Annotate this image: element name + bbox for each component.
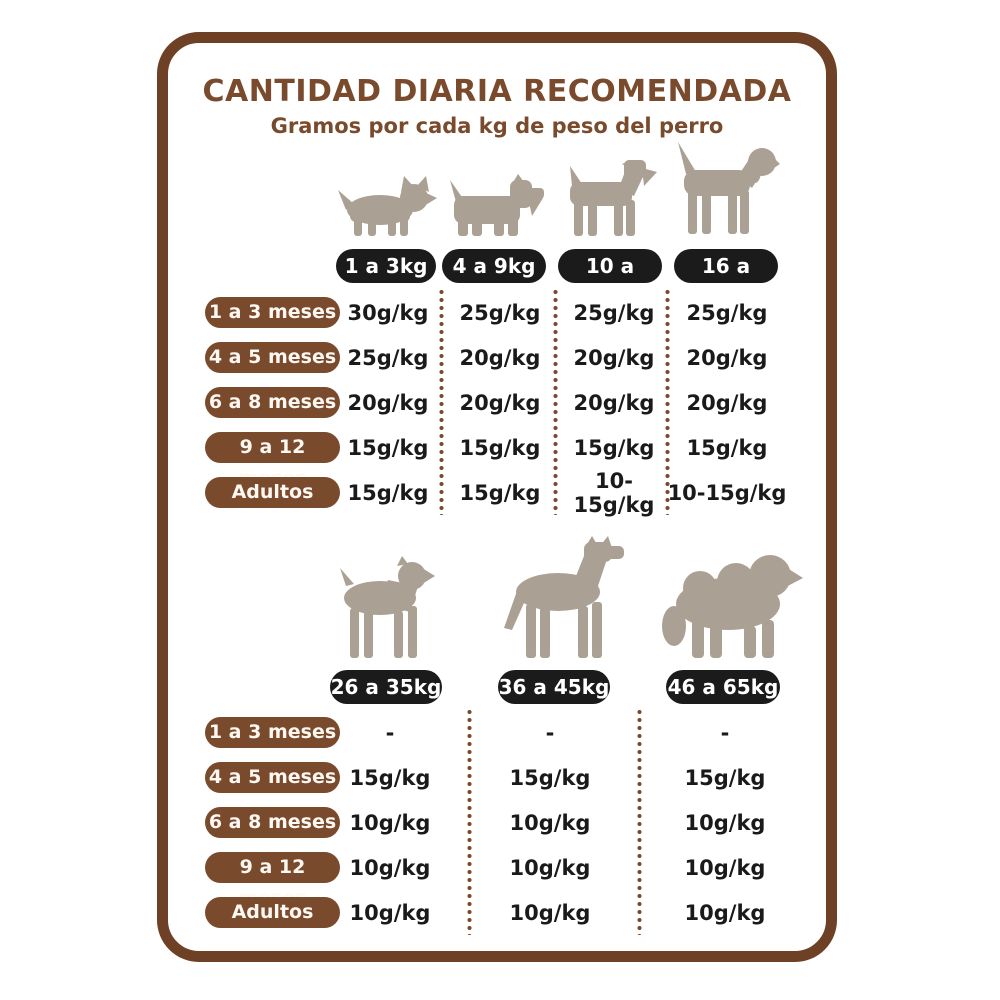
table-row: 4 a 5 meses 25g/kg 20g/kg 20g/kg 20g/kg xyxy=(205,335,790,380)
feeding-value: 15g/kg xyxy=(573,435,655,460)
feeding-value: 20g/kg xyxy=(459,345,541,370)
feeding-value: 20g/kg xyxy=(686,345,768,370)
feeding-value: 25g/kg xyxy=(347,345,429,370)
table-row: 6 a 8 meses 20g/kg 20g/kg 20g/kg 20g/kg xyxy=(205,380,790,425)
boxer-icon xyxy=(330,556,450,660)
age-label-pill: 6 a 8 meses xyxy=(205,387,340,418)
weight-header-pill: 4 a 9kg xyxy=(442,249,546,283)
beagle-icon xyxy=(670,142,780,238)
feeding-value: - xyxy=(545,720,555,745)
weight-header-pill: 1 a 3kg xyxy=(336,249,436,283)
weight-header-pill: 36 a 45kg xyxy=(498,670,610,704)
column-divider-dots xyxy=(665,288,670,515)
feeding-value: 15g/kg xyxy=(347,435,429,460)
column-divider-dots xyxy=(439,288,444,515)
table-row: 9 a 12 meses 10g/kg 10g/kg 10g/kg xyxy=(205,845,790,909)
page-subtitle: Gramos por cada kg de peso del perro xyxy=(270,114,724,138)
feeding-value: 15g/kg xyxy=(684,765,766,790)
feeding-value: 15g/kg xyxy=(459,480,541,505)
weight-header-pill: 46 a 65kg xyxy=(666,670,780,704)
feeding-value: - xyxy=(720,720,730,745)
schnauzer-icon xyxy=(558,160,658,238)
feeding-value: 10g/kg xyxy=(684,810,766,835)
saint-bernard-icon xyxy=(656,540,808,660)
age-label-pill: 6 a 8 meses xyxy=(205,807,340,838)
weight-header-pill: 10 a 15kg xyxy=(558,249,662,312)
feeding-value: 10g/kg xyxy=(349,855,431,880)
age-label-pill: 9 a 12 meses xyxy=(205,432,340,489)
column-divider-dots xyxy=(637,708,642,935)
feeding-value: 10g/kg xyxy=(684,855,766,880)
page-title: CANTIDAD DIARIA RECOMENDADA xyxy=(202,74,792,109)
age-label-pill: 1 a 3 meses xyxy=(205,297,340,328)
table-row: 9 a 12 meses 15g/kg 15g/kg 15g/kg 15g/kg xyxy=(205,425,790,489)
feeding-value: 30g/kg xyxy=(347,300,429,325)
age-label-pill: 4 a 5 meses xyxy=(205,342,340,373)
age-label-pill: 9 a 12 meses xyxy=(205,852,340,909)
feeding-value: 10-15g/kg xyxy=(573,468,655,517)
feeding-value: 15g/kg xyxy=(686,435,768,460)
feeding-value: 10g/kg xyxy=(509,855,591,880)
table-row: 6 a 8 meses 10g/kg 10g/kg 10g/kg xyxy=(205,800,790,845)
scottish-terrier-icon xyxy=(446,174,546,238)
feeding-value: 10g/kg xyxy=(509,810,591,835)
feeding-value: 20g/kg xyxy=(459,390,541,415)
age-label-pill: Adultos xyxy=(205,897,340,928)
table-row: 1 a 3 meses 30g/kg 25g/kg 25g/kg 25g/kg xyxy=(205,290,790,335)
feeding-value: 25g/kg xyxy=(686,300,768,325)
feeding-value: 20g/kg xyxy=(573,345,655,370)
feeding-value: 25g/kg xyxy=(459,300,541,325)
feeding-value: 10-15g/kg xyxy=(667,480,787,505)
feeding-value: 15g/kg xyxy=(349,765,431,790)
table-row: 1 a 3 meses - - - xyxy=(205,710,790,755)
feeding-value: 10g/kg xyxy=(349,810,431,835)
feeding-value: 25g/kg xyxy=(573,300,655,325)
feeding-value: 15g/kg xyxy=(459,435,541,460)
feeding-value: 20g/kg xyxy=(686,390,768,415)
feeding-value: 10g/kg xyxy=(509,900,591,925)
weight-header-pill: 26 a 35kg xyxy=(330,670,442,704)
table-row: 4 a 5 meses 15g/kg 15g/kg 15g/kg xyxy=(205,755,790,800)
column-divider-dots xyxy=(553,288,558,515)
feeding-value: 15g/kg xyxy=(509,765,591,790)
feeding-value: 15g/kg xyxy=(347,480,429,505)
table-row: Adultos 10g/kg 10g/kg 10g/kg xyxy=(205,890,790,935)
weight-header-pill: 16 a 25kg xyxy=(674,249,778,312)
feeding-value: 10g/kg xyxy=(684,900,766,925)
yorkshire-terrier-icon xyxy=(338,176,438,238)
column-divider-dots xyxy=(467,708,472,935)
age-label-pill: 4 a 5 meses xyxy=(205,762,340,793)
feeding-value: 20g/kg xyxy=(347,390,429,415)
age-label-pill: Adultos xyxy=(205,477,340,508)
feeding-value: 20g/kg xyxy=(573,390,655,415)
great-dane-icon xyxy=(500,536,645,660)
feeding-value: 10g/kg xyxy=(349,900,431,925)
age-label-pill: 1 a 3 meses xyxy=(205,717,340,748)
table-row: Adultos 15g/kg 15g/kg 10-15g/kg 10-15g/k… xyxy=(205,468,790,517)
feeding-value: - xyxy=(385,720,395,745)
